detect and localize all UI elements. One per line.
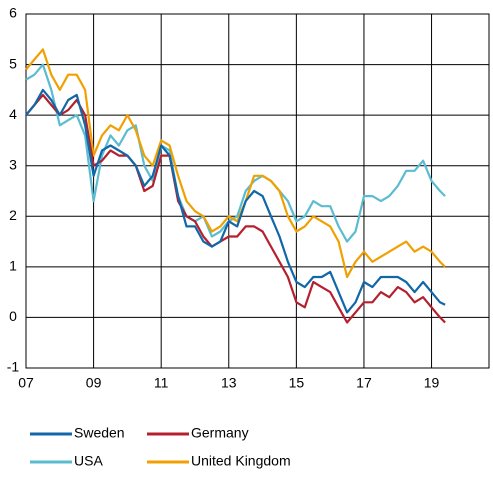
x-tick-label: 17: [356, 375, 372, 391]
x-tick-label: 07: [18, 375, 34, 391]
y-tick-label: 1: [9, 258, 17, 274]
y-tick-label: 2: [9, 207, 17, 223]
plot-frame: [25, 13, 490, 369]
legend-label: Germany: [191, 425, 249, 441]
y-tick-label: 0: [9, 308, 17, 324]
series-line: [25, 88, 446, 314]
series-line: [25, 93, 446, 324]
x-tick-label: 11: [154, 375, 169, 391]
x-tick-label: 19: [424, 375, 440, 391]
legend-label: Sweden: [74, 425, 125, 441]
y-tick-label: 4: [9, 106, 17, 122]
y-tick-label: 3: [9, 156, 17, 172]
legend-label: United Kingdom: [191, 453, 291, 469]
series-line: [25, 63, 446, 243]
legend-label: USA: [74, 453, 103, 469]
y-tick-label: 6: [9, 5, 17, 21]
series-line: [25, 48, 446, 279]
x-tick-label: 13: [221, 375, 237, 391]
y-tick-label: 5: [9, 55, 17, 71]
x-tick-label: 15: [289, 375, 305, 391]
y-tick-label: -1: [7, 359, 20, 375]
x-tick-label: 09: [86, 375, 102, 391]
